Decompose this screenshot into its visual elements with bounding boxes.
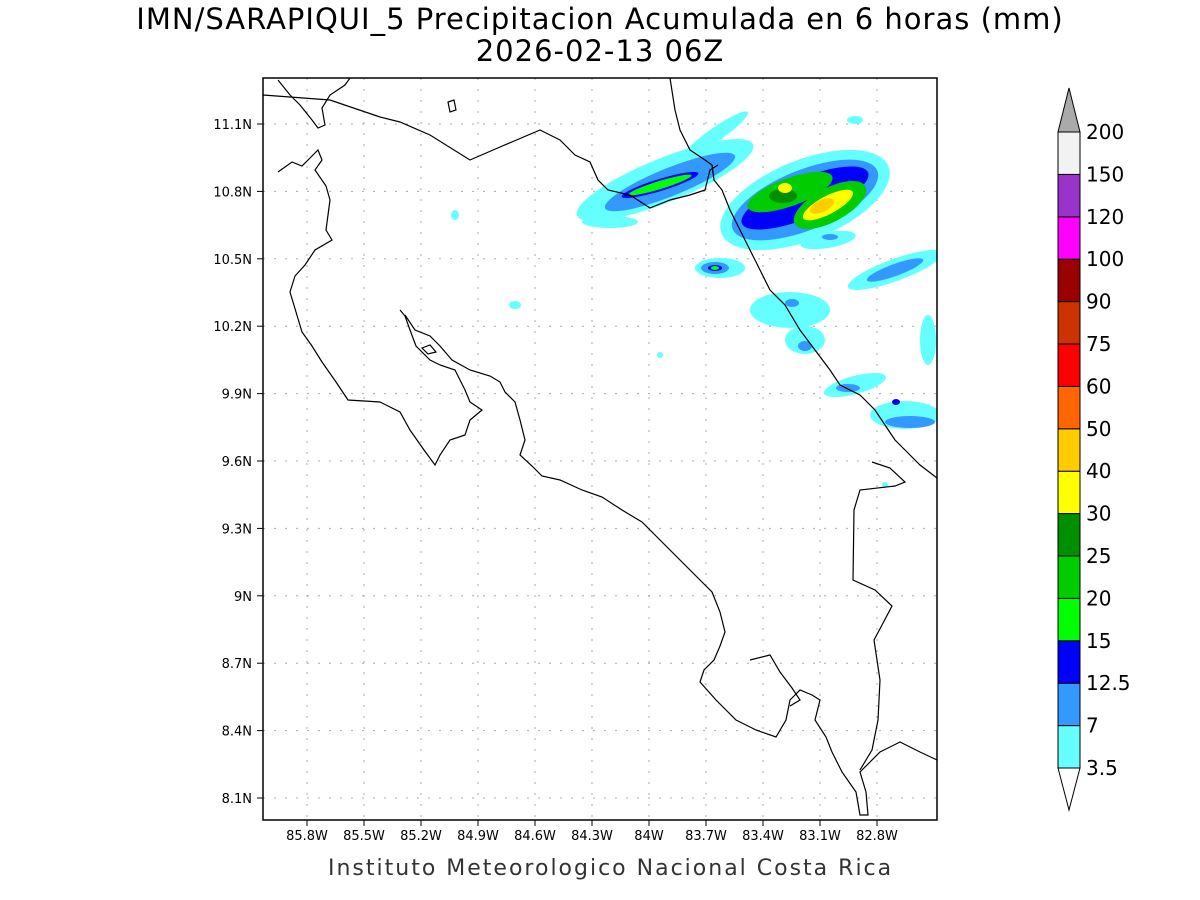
lat-tick-label: 8.7N	[222, 657, 252, 672]
colorbar-level-label: 120	[1086, 205, 1124, 229]
lon-tick-label: 82.8W	[856, 829, 898, 844]
colorbar-swatch	[1057, 513, 1081, 557]
institution-credit: Instituto Meteorologico Nacional Costa R…	[328, 856, 894, 881]
map-frame	[262, 77, 938, 821]
colorbar-level-label: 30	[1086, 502, 1111, 526]
colorbar-level-label: 50	[1086, 417, 1111, 441]
lon-tick-label: 84W	[634, 829, 664, 844]
lat-tick-label: 9N	[234, 590, 252, 605]
colorbar-level-label: 25	[1086, 544, 1111, 568]
colorbar-swatch	[1057, 131, 1081, 175]
colorbar-level-label: 60	[1086, 374, 1111, 398]
island-chira	[420, 344, 438, 355]
colorbar-level-label: 150	[1086, 162, 1124, 186]
colorbar-level-label: 12.5	[1086, 671, 1131, 695]
colorbar-swatch	[1057, 640, 1081, 684]
colorbar-over-triangle	[1057, 87, 1081, 133]
precip-cell-north-west	[576, 111, 754, 228]
coastlines-borders	[263, 78, 937, 816]
lon-tick-label: 84.3W	[571, 829, 613, 844]
colorbar-level-label: 200	[1086, 120, 1124, 144]
island-nicaragua-lake	[447, 99, 457, 113]
lon-tick-label: 85.5W	[343, 829, 385, 844]
colorbar-swatch	[1057, 385, 1081, 430]
colorbar-swatch	[1057, 555, 1081, 599]
lat-tick-label: 11.1N	[213, 118, 252, 133]
colorbar-swatch	[1057, 470, 1081, 515]
colorbar-swatch	[1057, 301, 1081, 345]
lon-tick-label: 84.9W	[457, 829, 499, 844]
nicaragua-coast-line	[277, 78, 351, 129]
lon-tick-label: 85.2W	[400, 829, 442, 844]
precip-cells-scattered	[451, 210, 937, 488]
lon-tick-label: 83.4W	[742, 829, 784, 844]
colorbar-level-label: 7	[1086, 714, 1099, 738]
precip-cell-north-east	[720, 116, 890, 251]
north-border-line	[263, 94, 719, 209]
colorbar-swatch	[1057, 258, 1081, 303]
colorbar-swatch	[1057, 428, 1081, 472]
panama-border-line	[852, 461, 907, 771]
pacific-coast-line	[277, 148, 484, 467]
colorbar-swatch	[1057, 173, 1081, 218]
colorbar-legend: 3.5 7 12.5 15 20 25 30 40 50 60 75 90 100 120 150 200	[1057, 87, 1131, 812]
colorbar-swatch	[1057, 597, 1081, 642]
precipitation-field	[451, 111, 937, 488]
axis-ticks: 85.8W 85.5W 85.2W 84.9W 84.6W 84.3W 84W 83.7W 83…	[213, 118, 898, 844]
colorbar-level-label: 15	[1086, 629, 1111, 653]
lat-tick-label: 10.8N	[213, 185, 252, 200]
golfo-dulce-line	[749, 654, 801, 707]
colorbar-level-label: 3.5	[1086, 756, 1118, 780]
map-title: IMN/SARAPIQUI_5 Precipitacion Acumulada …	[136, 2, 1064, 36]
lat-tick-label: 9.9N	[222, 388, 252, 403]
lat-tick-label: 8.1N	[222, 792, 252, 807]
lon-tick-label: 85.8W	[286, 829, 328, 844]
lat-tick-label: 10.5N	[213, 253, 252, 268]
map-valid-time: 2026-02-13 06Z	[475, 34, 725, 68]
colorbar-level-label: 100	[1086, 247, 1124, 271]
colorbar-level-label: 20	[1086, 586, 1111, 610]
colorbar-level-label: 40	[1086, 459, 1111, 483]
lat-tick-label: 9.6N	[222, 455, 252, 470]
lon-tick-label: 83.1W	[799, 829, 841, 844]
lon-tick-label: 83.7W	[685, 829, 727, 844]
nicoya-gulf-line	[404, 314, 937, 816]
colorbar-level-label: 75	[1086, 332, 1111, 356]
colorbar-swatch	[1057, 725, 1081, 769]
lat-tick-label: 8.4N	[222, 725, 252, 740]
colorbar-swatch	[1057, 343, 1081, 387]
colorbar-swatch	[1057, 682, 1081, 727]
lon-tick-label: 84.6W	[514, 829, 556, 844]
caribbean-coast-line	[669, 78, 937, 479]
lat-tick-label: 10.2N	[213, 320, 252, 335]
colorbar-under-triangle	[1057, 767, 1081, 812]
colorbar-swatch	[1057, 216, 1081, 260]
colorbar-level-label: 90	[1086, 290, 1111, 314]
lat-tick-label: 9.3N	[222, 522, 252, 537]
